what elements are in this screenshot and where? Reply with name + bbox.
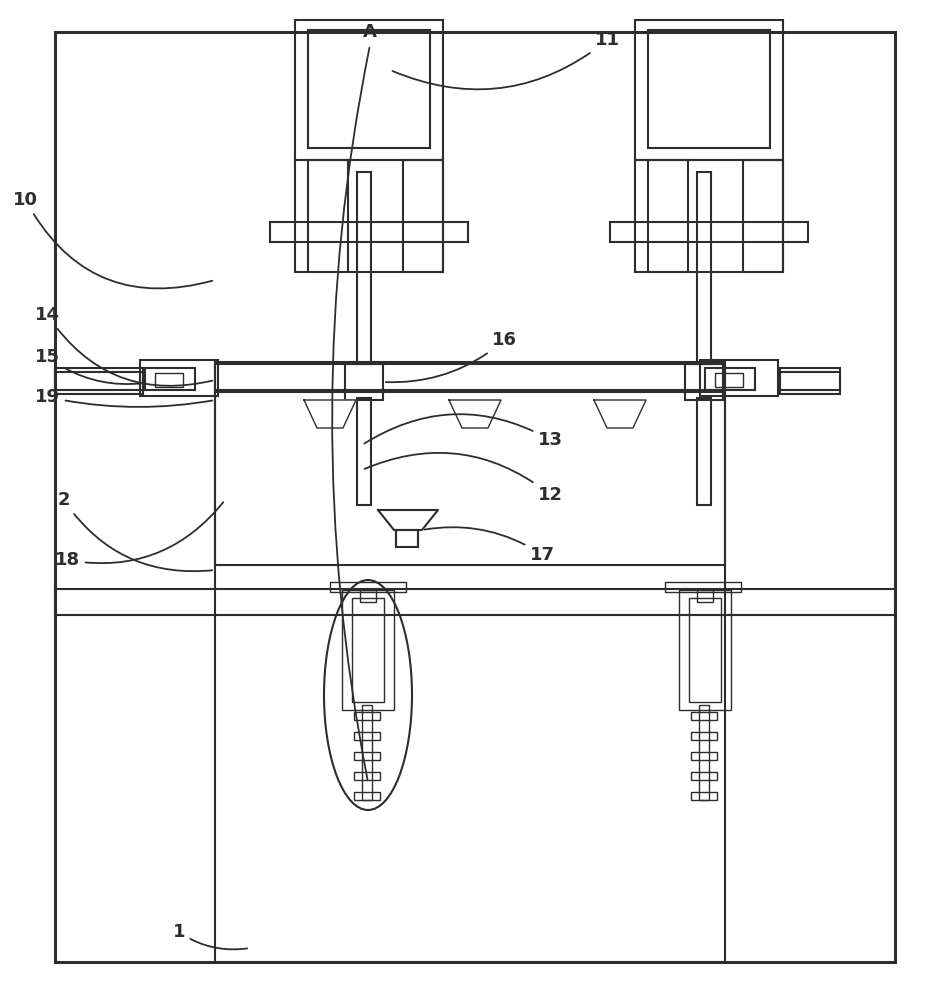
Bar	[700, 360, 778, 396]
Bar	[308, 160, 348, 272]
Text: 2: 2	[57, 491, 212, 571]
Text: 16: 16	[386, 331, 517, 382]
Text: 15: 15	[35, 348, 143, 384]
Bar	[635, 160, 783, 272]
Bar	[270, 222, 468, 242]
Bar	[648, 160, 688, 272]
Bar	[357, 172, 371, 364]
Bar	[215, 362, 725, 962]
Bar	[715, 373, 743, 387]
Bar	[295, 20, 443, 160]
Bar	[689, 598, 721, 702]
Bar	[215, 390, 725, 565]
Bar	[354, 752, 380, 760]
Bar	[691, 752, 717, 760]
Bar	[155, 373, 183, 387]
Bar	[55, 372, 143, 390]
Bar	[354, 732, 380, 740]
Text: 11: 11	[393, 31, 620, 89]
Bar	[648, 30, 770, 148]
Bar	[697, 590, 713, 602]
Bar	[140, 360, 218, 396]
Bar	[679, 590, 731, 710]
Bar	[342, 590, 394, 710]
Bar	[55, 32, 895, 962]
Bar	[691, 792, 717, 800]
Bar	[295, 160, 443, 272]
Bar	[215, 364, 725, 392]
Polygon shape	[594, 400, 646, 428]
Bar	[697, 398, 711, 505]
Bar	[360, 590, 376, 602]
Bar	[780, 368, 840, 394]
Bar	[685, 364, 723, 400]
Bar	[699, 705, 709, 800]
Bar	[403, 160, 443, 272]
Bar	[308, 30, 430, 148]
Bar	[354, 712, 380, 720]
Bar	[691, 732, 717, 740]
Bar	[743, 160, 783, 272]
Text: 14: 14	[35, 306, 212, 386]
Bar	[55, 589, 895, 615]
Bar	[665, 582, 741, 592]
Bar	[691, 772, 717, 780]
Bar	[780, 372, 840, 390]
Bar	[396, 530, 418, 547]
Polygon shape	[304, 400, 356, 428]
Text: 19: 19	[35, 388, 212, 407]
Bar	[352, 598, 384, 702]
Bar	[354, 792, 380, 800]
Bar	[345, 364, 383, 400]
Bar	[357, 398, 371, 505]
Text: 17: 17	[425, 527, 555, 564]
Bar	[330, 582, 406, 592]
Text: A: A	[363, 23, 377, 41]
Bar	[635, 20, 783, 160]
Text: 12: 12	[364, 453, 563, 504]
Bar	[55, 368, 143, 394]
Bar	[354, 772, 380, 780]
Bar	[691, 712, 717, 720]
Text: 18: 18	[55, 502, 223, 569]
Polygon shape	[449, 400, 501, 428]
Text: 1: 1	[172, 923, 247, 949]
Bar	[610, 222, 808, 242]
Bar	[145, 368, 195, 390]
Text: 13: 13	[364, 414, 563, 449]
Bar	[705, 368, 755, 390]
Text: 10: 10	[13, 191, 212, 288]
Bar	[362, 705, 372, 800]
Bar	[697, 172, 711, 364]
